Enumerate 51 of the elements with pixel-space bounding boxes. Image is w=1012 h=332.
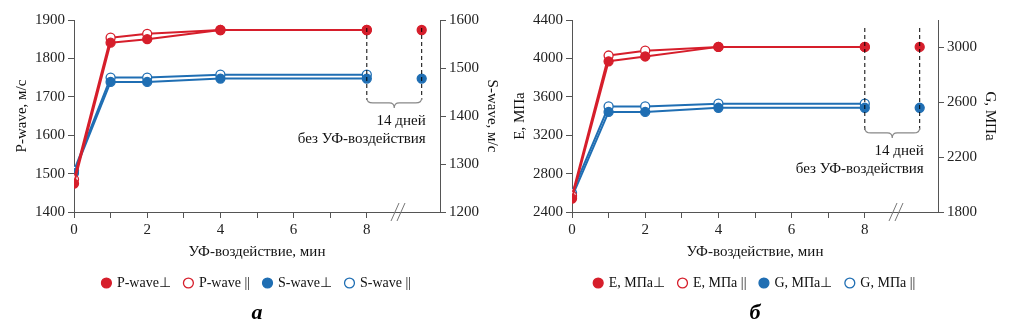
x-tick-label: 2: [143, 220, 151, 237]
x-axis-title: УФ-воздействие, мин: [188, 242, 326, 259]
y-tick-label: 1600: [35, 126, 65, 143]
legend-label: P-wave⊥: [116, 274, 171, 290]
y2-tick-label: 2200: [947, 148, 977, 165]
annotation: 14 дней: [376, 112, 426, 129]
legend-label: E, МПа⊥: [608, 274, 666, 290]
x-tick-label: 0: [70, 220, 78, 237]
y-tick-label: 2800: [533, 164, 563, 181]
x-tick-label: 6: [289, 220, 298, 237]
y-axis-title: E, МПа: [510, 91, 527, 140]
y2-tick-label: 1600: [449, 10, 479, 27]
legend-label: P-wave ||: [198, 274, 250, 290]
y-tick-label: 2400: [533, 202, 563, 219]
y-axis-title: P-wave, м/с: [12, 79, 29, 153]
legend-label: G, МПа⊥: [774, 274, 833, 290]
x-tick-label: 6: [787, 220, 796, 237]
y-tick-label: 4000: [533, 49, 563, 66]
x-tick-label: 2: [641, 220, 649, 237]
y2-tick-label: 3000: [947, 38, 977, 55]
y2-tick-label: 1400: [449, 106, 479, 123]
y2-tick-label: 1500: [449, 58, 479, 75]
legend-label: S-wave ||: [359, 274, 412, 290]
x-axis-title: УФ-воздействие, мин: [686, 242, 824, 259]
y-tick-label: 1700: [35, 87, 65, 104]
x-tick-label: 8: [363, 220, 371, 237]
y-tick-label: 1900: [35, 10, 65, 27]
y2-axis-title: G, МПа: [983, 91, 1000, 141]
text: б: [749, 299, 761, 324]
legend-label: E, МПа ||: [693, 274, 747, 290]
x-tick-label: 4: [216, 220, 225, 237]
annotation: без УФ-воздействия: [795, 160, 924, 177]
y2-tick-label: 1800: [947, 202, 977, 219]
x-tick-label: 4: [714, 220, 723, 237]
x-tick-label: 8: [861, 220, 869, 237]
y-tick-label: 3200: [533, 126, 563, 143]
legend-label: S-wave⊥: [278, 274, 332, 290]
y-tick-label: 3600: [533, 87, 563, 104]
y2-axis-title: S-wave, м/с: [485, 79, 502, 153]
y-tick-label: 4400: [533, 10, 563, 27]
legend-label: G, МПа ||: [860, 274, 916, 290]
y-tick-label: 1800: [35, 49, 65, 66]
x-tick-label: 0: [568, 220, 576, 237]
y2-tick-label: 2600: [947, 93, 977, 110]
y-tick-label: 1500: [35, 164, 65, 181]
y-tick-label: 1400: [35, 202, 65, 219]
y2-tick-label: 1200: [449, 202, 479, 219]
annotation: 14 дней: [874, 142, 924, 159]
text: а: [251, 299, 263, 324]
annotation: без УФ-воздействия: [297, 130, 426, 147]
y2-tick-label: 1300: [449, 154, 479, 171]
